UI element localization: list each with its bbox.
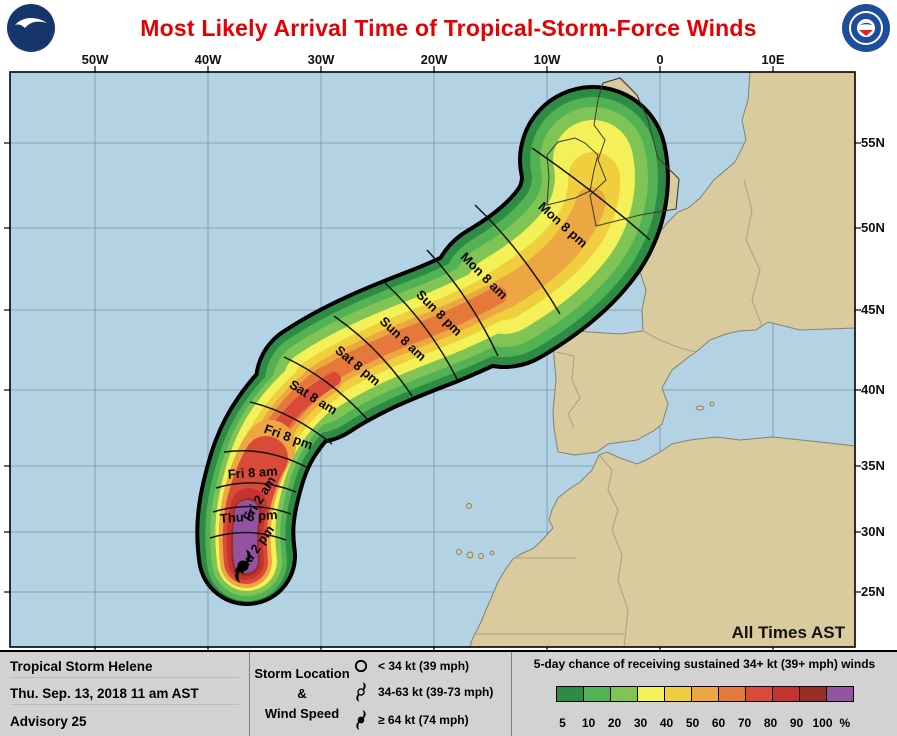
swath-band	[307, 286, 507, 391]
scale-value: 20	[607, 716, 622, 730]
scale-value: 10	[581, 716, 596, 730]
isochrone-line	[223, 449, 309, 469]
storm-name: Tropical Storm Helene	[10, 659, 239, 679]
balearic-island	[709, 401, 715, 407]
scale-value: 5	[559, 716, 566, 730]
lat-label: 25N	[861, 584, 885, 599]
scale-color-cell	[691, 686, 719, 701]
scale-value: 100	[812, 716, 833, 730]
lon-label: 10W	[534, 52, 561, 67]
arrival-time-label: Thu 8 pm	[219, 507, 278, 526]
isochrone-line	[212, 505, 292, 515]
advisory-datetime: Thu. Sep. 13, 2018 11 am AST	[10, 686, 239, 706]
storm-location-legend: Storm Location & Wind Speed < 34 kt (39 …	[250, 652, 512, 736]
europe-landmass	[552, 72, 855, 456]
lon-label: 30W	[308, 52, 335, 67]
swath-band	[232, 500, 259, 573]
legend-panel: Tropical Storm Helene Thu. Sep. 13, 2018…	[0, 650, 897, 736]
isochrone-line	[333, 315, 413, 397]
latitude-axis: 55N 50N 45N 40N 35N 30N 25N	[861, 135, 885, 599]
scale-color-cell	[799, 686, 827, 701]
lon-label: 50W	[82, 52, 109, 67]
longitude-axis: 50W 40W 30W 20W 10W 0 10E	[82, 52, 785, 67]
storm-info-block: Tropical Storm Helene Thu. Sep. 13, 2018…	[0, 652, 250, 736]
isochrone-lines	[209, 147, 651, 541]
lat-label: 35N	[861, 458, 885, 473]
isochrone-line	[283, 356, 369, 421]
scale-title: 5-day chance of receiving sustained 34+ …	[533, 657, 876, 671]
noaa-logo	[7, 4, 55, 52]
lat-label: 40N	[861, 382, 885, 397]
percent-sign: %	[839, 716, 851, 730]
nws-logo	[842, 4, 890, 52]
scale-color-cell	[772, 686, 800, 701]
map-frame	[9, 71, 856, 648]
scale-color-cell	[556, 686, 584, 701]
canary-island	[466, 551, 474, 559]
lon-label: 40W	[195, 52, 222, 67]
isochrone-line	[215, 482, 297, 493]
coastline-overlay	[546, 77, 680, 227]
isochrone-line	[474, 204, 561, 315]
scale-value: 90	[789, 716, 804, 730]
lon-label: 0	[656, 52, 663, 67]
scale-value: 80	[763, 716, 778, 730]
open-circle-icon	[354, 659, 368, 673]
scale-color-cell	[610, 686, 638, 701]
tropical-storm-icon	[355, 681, 367, 703]
symbol-row-hurricane: ≥ 64 kt (74 mph)	[350, 707, 507, 733]
balearic-island	[695, 405, 705, 411]
scale-value: 70	[737, 716, 752, 730]
scale-color-cell	[826, 686, 853, 701]
madeira-island	[466, 503, 472, 509]
color-scale-bar	[555, 685, 854, 702]
storm-location-title: Storm Location & Wind Speed	[254, 665, 350, 722]
arrival-probability-swath	[195, 85, 670, 606]
canary-island	[478, 553, 484, 559]
symbol-row-depression: < 34 kt (39 mph)	[350, 655, 507, 677]
lon-label: 10E	[761, 52, 784, 67]
scale-value: 40	[659, 716, 674, 730]
axis-ticks	[4, 66, 861, 650]
scale-value: 50	[685, 716, 700, 730]
isochrone-line	[384, 282, 458, 380]
lat-label: 55N	[861, 135, 885, 150]
scale-color-cell	[745, 686, 773, 701]
africa-landmass	[469, 436, 855, 647]
lat-label: 30N	[861, 524, 885, 539]
lat-label: 45N	[861, 302, 885, 317]
all-times-label: All Times AST	[732, 623, 846, 642]
probability-scale-legend: 5-day chance of receiving sustained 34+ …	[512, 652, 897, 736]
advisory-number: Advisory 25	[10, 713, 87, 729]
scale-values: 5 10 20 30 40 50 60 70 80 90 100%	[550, 716, 860, 730]
isochrone-line	[249, 401, 333, 445]
hurricane-icon	[356, 709, 366, 731]
scale-value: 30	[633, 716, 648, 730]
scale-color-cell	[637, 686, 665, 701]
isochrone-line	[209, 531, 287, 541]
isochrone-line	[531, 147, 651, 241]
country-borders	[474, 179, 763, 647]
scale-color-cell	[664, 686, 692, 701]
symbol-row-storm: 34-63 kt (39-73 mph)	[350, 679, 507, 705]
isochrone-line	[426, 249, 499, 357]
header: Most Likely Arrival Time of Tropical-Sto…	[0, 0, 897, 56]
scale-value: 60	[711, 716, 726, 730]
canary-island	[456, 549, 462, 555]
canary-island	[489, 550, 495, 556]
scale-color-cell	[718, 686, 746, 701]
arrival-time-label: Fri 8 am	[227, 463, 278, 481]
page-title: Most Likely Arrival Time of Tropical-Sto…	[140, 14, 757, 41]
scale-color-cell	[583, 686, 611, 701]
wind-speed-symbols: < 34 kt (39 mph) 34-63 kt (39-73 mph) ≥ …	[350, 654, 507, 734]
swath-band	[489, 187, 606, 309]
lon-label: 20W	[421, 52, 448, 67]
lat-label: 50N	[861, 220, 885, 235]
